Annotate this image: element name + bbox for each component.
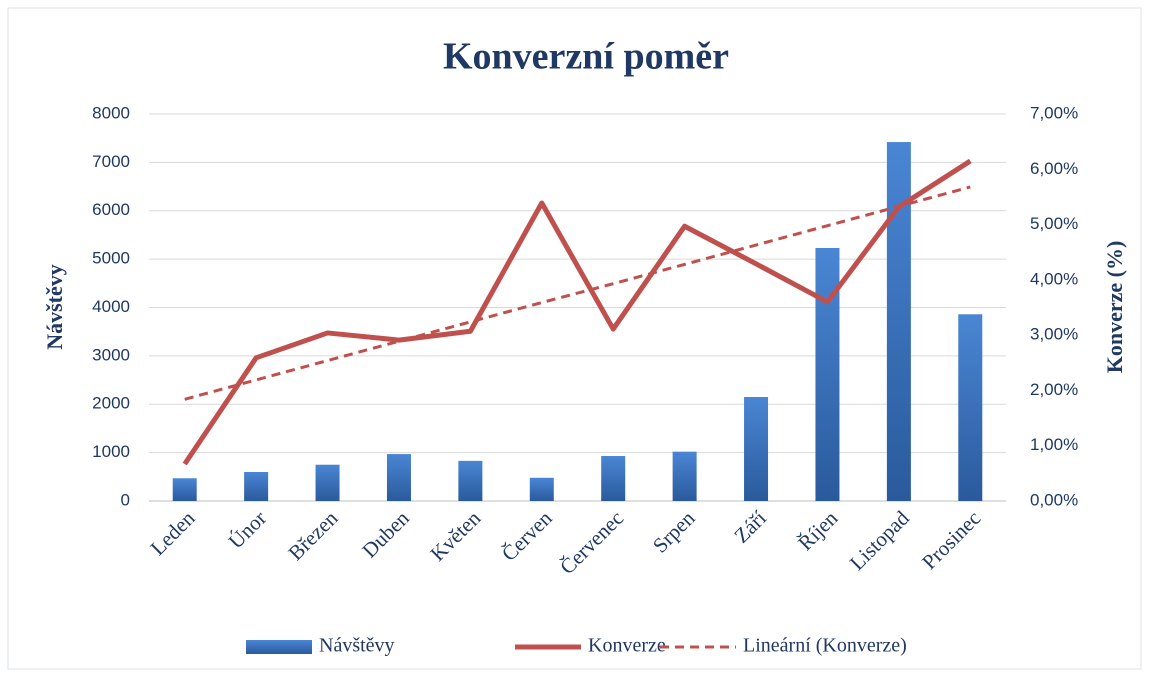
bar xyxy=(244,471,269,501)
legend-label: Lineární (Konverze) xyxy=(743,635,907,657)
y2-tick-label: 0,00% xyxy=(1030,490,1078,509)
chart-title: Konverzní poměr xyxy=(443,36,729,78)
legend-swatch xyxy=(246,640,312,654)
y2-tick-label: 6,00% xyxy=(1030,159,1078,178)
bar xyxy=(815,247,840,501)
bar xyxy=(601,456,626,501)
y2-axis-title: Konverze (%) xyxy=(1102,241,1127,374)
trend-line xyxy=(184,185,971,401)
y2-tick-label: 5,00% xyxy=(1030,214,1078,233)
bar xyxy=(315,464,340,501)
y2-tick-label: 7,00% xyxy=(1030,103,1078,122)
bar xyxy=(886,142,911,501)
y-axis-title: Návštěvy xyxy=(42,264,67,350)
y-tick-label: 8000 xyxy=(92,103,130,122)
legend-label: Konverze xyxy=(588,635,666,657)
legend-label: Návštěvy xyxy=(319,635,395,657)
bar xyxy=(458,460,483,501)
bar xyxy=(529,477,554,501)
chart-frame xyxy=(7,7,1142,670)
bar xyxy=(672,451,697,501)
y-tick-label: 3000 xyxy=(92,345,130,364)
y-tick-label: 6000 xyxy=(92,200,130,219)
y-tick-label: 2000 xyxy=(92,394,130,413)
y-tick-label: 4000 xyxy=(92,297,130,316)
line xyxy=(182,158,972,466)
y-tick-label: 7000 xyxy=(92,152,130,171)
bar xyxy=(386,454,411,501)
y2-tick-label: 3,00% xyxy=(1030,325,1078,344)
y2-tick-label: 2,00% xyxy=(1030,380,1078,399)
bar xyxy=(744,396,769,501)
bar xyxy=(172,478,197,501)
y-tick-label: 0 xyxy=(121,490,130,509)
y-tick-label: 1000 xyxy=(92,442,130,461)
y2-tick-label: 4,00% xyxy=(1030,269,1078,288)
bar xyxy=(958,314,983,501)
y-tick-label: 5000 xyxy=(92,249,130,268)
y2-tick-label: 1,00% xyxy=(1030,435,1078,454)
